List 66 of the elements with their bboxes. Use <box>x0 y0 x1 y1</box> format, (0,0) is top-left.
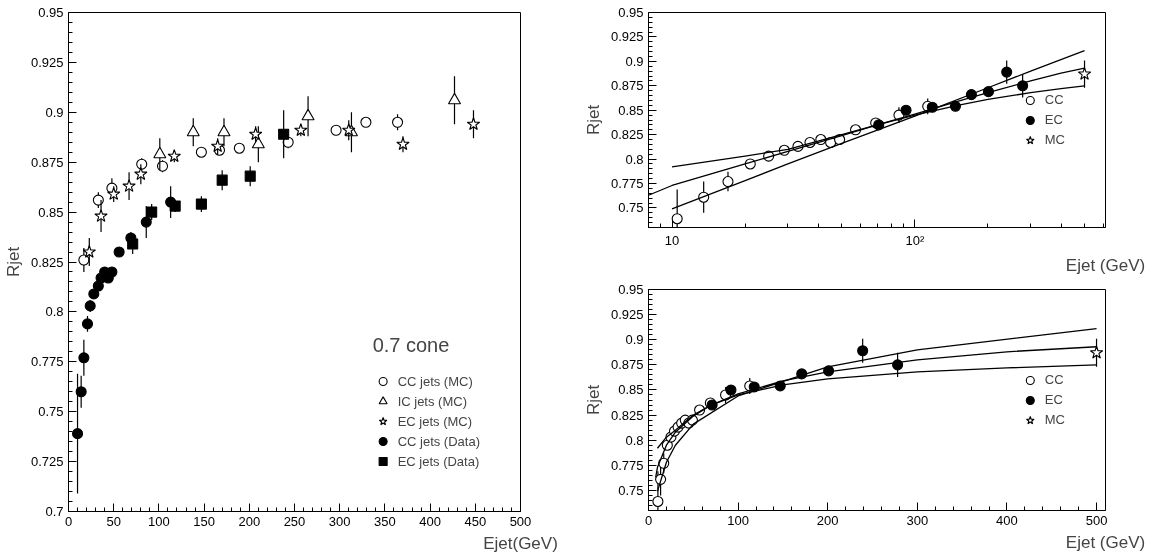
legend-label: CC <box>1044 92 1065 107</box>
y-tick-label: 0.775 <box>30 354 64 370</box>
x-tick-label: 300 <box>906 512 929 528</box>
y-tick-label: 0.95 <box>38 5 64 20</box>
legend-label: MC <box>1044 412 1065 427</box>
legend-label: CC jets (Data) <box>397 433 480 449</box>
y-tick-label: 0.8 <box>45 304 64 320</box>
y-tick-label: 0.825 <box>610 407 644 423</box>
x-tick-label: 400 <box>419 513 441 529</box>
x-tick-label: 450 <box>464 513 487 529</box>
x-tick-label: 150 <box>193 513 215 529</box>
x-axis-title: Ejet(GeV) <box>483 533 558 553</box>
x-axis-title: Ejet (GeV) <box>1065 255 1146 275</box>
y-tick-label: 0.925 <box>610 307 644 323</box>
y-axis-title: Rjet <box>3 246 23 278</box>
y-tick-label: 0.85 <box>38 204 64 220</box>
x-tick-label: 100 <box>148 513 170 529</box>
x-tick-label: 0 <box>64 513 73 529</box>
y-tick-label: 0.875 <box>610 78 644 94</box>
y-tick-label: 0.75 <box>38 404 64 420</box>
legend-label: MC <box>1044 132 1065 147</box>
x-tick-label: 500 <box>509 513 532 529</box>
x-tick-label: 200 <box>238 513 261 529</box>
y-tick-label: 0.925 <box>610 29 644 45</box>
x-tick-label: 50 <box>106 513 121 529</box>
legend-label: IC jets (MC) <box>397 393 467 409</box>
x-tick-label: 10² <box>905 232 925 248</box>
y-tick-label: 0.775 <box>610 176 644 192</box>
y-tick-label: 0.875 <box>610 357 644 373</box>
y-tick-label: 0.9 <box>625 332 644 348</box>
y-tick-label: 0.925 <box>30 54 64 70</box>
y-tick-label: 0.825 <box>610 127 644 143</box>
legend-title: 0.7 cone <box>372 334 451 357</box>
legend-label: EC jets (MC) <box>397 413 473 429</box>
legend-label: CC <box>1044 372 1065 387</box>
y-tick-label: 0.875 <box>30 154 64 170</box>
y-tick-label: 0.825 <box>30 254 64 270</box>
legend-label: EC <box>1044 112 1064 127</box>
x-tick-label: 250 <box>283 513 306 529</box>
y-axis-title: Rjet <box>583 384 603 416</box>
y-tick-label: 0.8 <box>625 432 644 448</box>
y-tick-label: 0.75 <box>618 482 644 498</box>
y-tick-label: 0.7 <box>45 504 64 519</box>
y-tick-label: 0.75 <box>618 200 644 216</box>
x-tick-label: 500 <box>1085 512 1108 528</box>
y-tick-label: 0.95 <box>618 282 644 297</box>
x-tick-label: 300 <box>328 513 351 529</box>
x-axis-title: Ejet (GeV) <box>1065 532 1146 552</box>
y-tick-label: 0.9 <box>45 104 64 120</box>
x-tick-label: 350 <box>374 513 396 529</box>
legend-label: CC jets (MC) <box>397 373 473 389</box>
legend-label: EC <box>1044 392 1064 407</box>
y-axis-title: Rjet <box>583 104 603 136</box>
x-tick-label: 200 <box>816 512 839 528</box>
y-tick-label: 0.85 <box>618 382 644 398</box>
legend-label: EC jets (Data) <box>397 453 480 469</box>
x-tick-label: 10 <box>664 232 680 248</box>
x-tick-label: 400 <box>996 512 1018 528</box>
y-tick-label: 0.95 <box>618 5 644 20</box>
y-tick-label: 0.725 <box>30 454 64 470</box>
y-tick-label: 0.8 <box>625 151 644 167</box>
y-tick-label: 0.9 <box>625 53 644 69</box>
x-tick-label: 100 <box>727 512 749 528</box>
x-tick-label: 0 <box>644 512 653 528</box>
y-tick-label: 0.85 <box>618 102 644 118</box>
y-tick-label: 0.775 <box>610 457 644 473</box>
